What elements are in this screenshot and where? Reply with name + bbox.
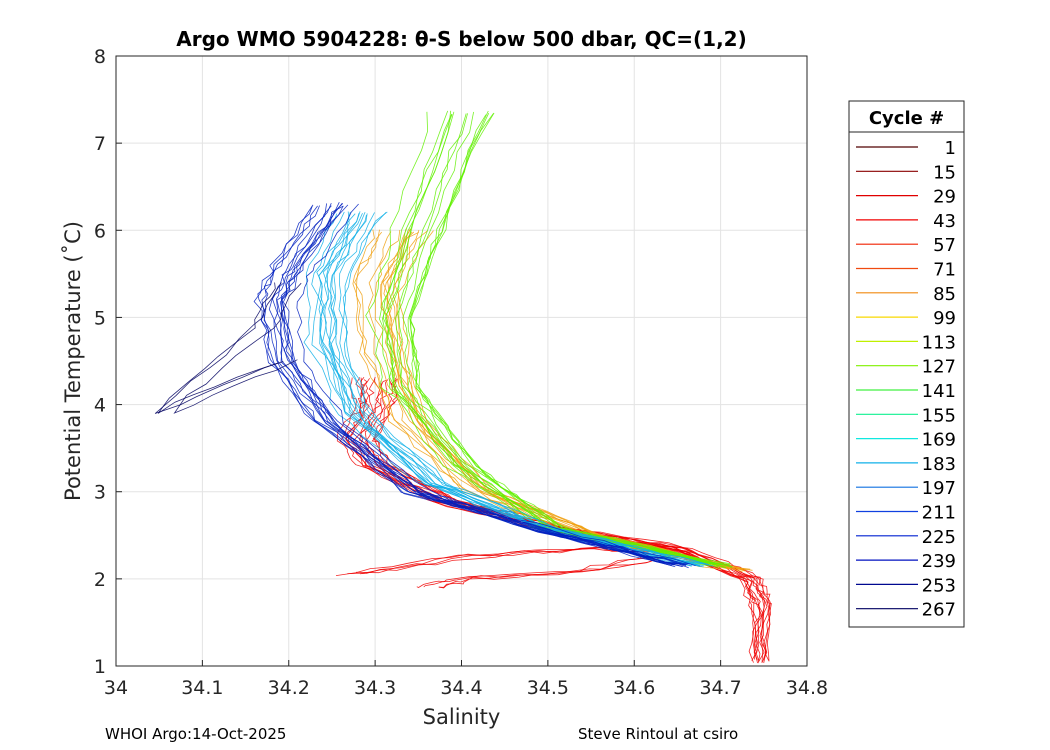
legend-label: 43 (933, 211, 956, 232)
legend-label: 239 (922, 551, 956, 572)
chart-title: Argo WMO 5904228: θ-S below 500 dbar, QC… (176, 27, 746, 51)
legend-label: 211 (922, 503, 956, 524)
legend-label: 267 (922, 600, 956, 621)
y-tick-label: 1 (94, 656, 106, 678)
x-tick-label: 34.7 (699, 677, 741, 699)
y-tick-label: 6 (94, 220, 106, 242)
legend-label: 197 (922, 478, 956, 499)
series-line (268, 203, 679, 565)
series-line (263, 205, 674, 566)
series-line (355, 546, 691, 589)
legend-label: 1 (945, 138, 956, 159)
legend-label: 127 (922, 357, 956, 378)
series-line (336, 377, 755, 663)
series-line (173, 282, 302, 414)
y-tick-label: 8 (94, 46, 106, 68)
x-tick-label: 34.6 (613, 677, 655, 699)
x-tick-label: 34.2 (268, 677, 310, 699)
legend-label: 29 (933, 187, 956, 208)
series-line (281, 205, 689, 569)
series-line (279, 202, 683, 567)
x-tick-label: 34.3 (354, 677, 396, 699)
series-line (409, 113, 733, 568)
legend-label: 225 (922, 527, 956, 548)
legend-label: 71 (933, 260, 956, 281)
legend-label: 85 (933, 284, 956, 305)
series-line (379, 110, 718, 565)
y-tick-label: 5 (94, 307, 106, 329)
footer-right: Steve Rintoul at csiro (578, 725, 739, 743)
plot-frame (115, 55, 808, 667)
y-tick-label: 7 (94, 133, 106, 155)
legend-title: Cycle # (869, 108, 944, 129)
series-line (276, 203, 687, 566)
series-line (157, 282, 279, 414)
y-tick-label: 2 (94, 569, 106, 591)
legend-label: 169 (922, 430, 956, 451)
legend-label: 141 (922, 381, 956, 402)
y-tick-label: 3 (94, 482, 106, 504)
x-tick-label: 34.4 (440, 677, 482, 699)
y-axis-label: Potential Temperature (˚C) (61, 221, 85, 501)
legend-label: 183 (922, 454, 956, 475)
legend-label: 113 (922, 332, 956, 353)
series-line (343, 211, 708, 565)
series-line (296, 203, 696, 567)
legend-label: 57 (933, 235, 956, 256)
x-axis-label: Salinity (423, 705, 501, 729)
footer-left: WHOI Argo:14-Oct-2025 (105, 725, 287, 743)
x-tick-label: 34.5 (527, 677, 569, 699)
x-tick-label: 34.8 (786, 677, 828, 699)
legend-label: 155 (922, 405, 956, 426)
series-line (342, 212, 714, 567)
x-tick-label: 34 (104, 677, 128, 699)
y-tick-label: 4 (94, 395, 106, 417)
legend-label: 15 (933, 162, 956, 183)
legend-box (848, 100, 965, 628)
series-line (381, 114, 715, 565)
series-line (154, 282, 284, 414)
legend-label: 99 (933, 308, 956, 329)
legend-label: 253 (922, 575, 956, 596)
series-line (281, 205, 688, 565)
x-tick-label: 34.1 (181, 677, 223, 699)
series-line (272, 203, 686, 565)
series-line (365, 111, 712, 567)
series-line (410, 112, 731, 565)
